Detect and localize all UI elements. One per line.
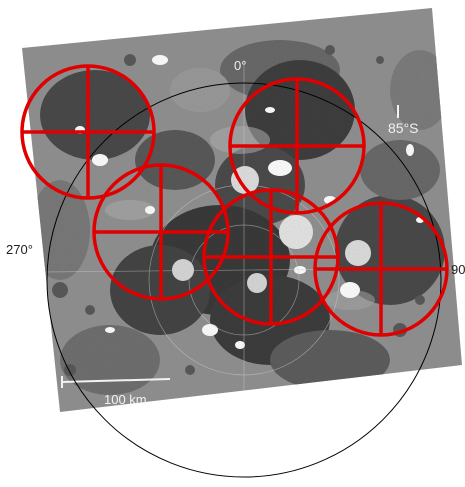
label-north: 0° bbox=[234, 58, 247, 73]
crosshair-circle-icon bbox=[313, 201, 449, 337]
ice-patch bbox=[172, 259, 194, 281]
crosshair-circle-icon bbox=[20, 64, 156, 200]
ice-patch bbox=[231, 166, 259, 194]
projection-outline bbox=[46, 82, 442, 478]
crosshair-circle-icon bbox=[202, 188, 340, 326]
ice-patch bbox=[279, 215, 313, 249]
ice-patch bbox=[345, 240, 371, 266]
crosshair-circle-icon bbox=[228, 77, 366, 215]
crosshair-circle-icon bbox=[92, 163, 230, 301]
label-east: 90 bbox=[451, 262, 465, 277]
ice-patch bbox=[247, 273, 267, 293]
scale-label: 100 km bbox=[104, 392, 147, 407]
label-latitude: 85°S bbox=[388, 120, 419, 136]
scale-bar bbox=[61, 376, 171, 388]
label-west: 270° bbox=[6, 242, 33, 257]
target-markers bbox=[20, 64, 449, 337]
